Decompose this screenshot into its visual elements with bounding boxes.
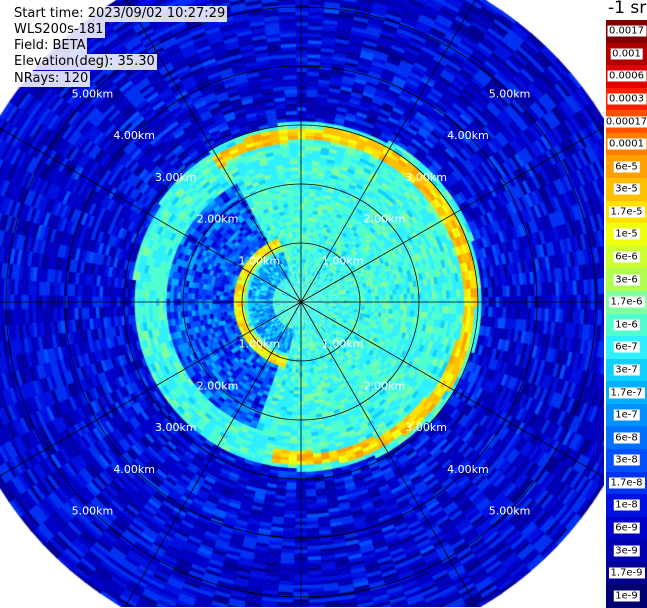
colorbar-tick-label: 0.00017 [603,116,647,128]
range-ring-label: 3.00km [155,421,197,434]
ppi-grid-overlay: 1.00km 1.00km 1.00km 1.00km 2.00km 2.00km 2.00… [0,0,604,607]
range-ring-label: 1.00km [238,338,280,351]
colorbar-tick-label: 3e-7 [613,364,640,376]
azimuth-line [300,301,604,478]
colorbar-tick-label: 3e-6 [613,274,640,286]
elevation-label: Elevation(deg): 35.30 [12,54,157,70]
range-ring-label: 2.00km [364,213,406,226]
colorbar-tick-label: 1.7e-8 [608,477,645,489]
nrays-label: NRays: 120 [12,71,91,87]
azimuth-line [300,301,478,607]
range-ring-label: 5.00km [489,87,531,100]
range-ring-label: 5.00km [72,505,114,518]
range-ring-label: 2.00km [197,379,239,392]
colorbar-tick-label: 0.0006 [607,70,646,82]
range-ring-label: 1.00km [322,254,364,267]
colorbar-tick-label: 6e-9 [613,522,640,534]
colorbar-tick-label: 0.0003 [607,93,646,105]
range-ring-label: 5.00km [72,87,114,100]
azimuth-line [0,301,302,477]
range-ring-label: 5.00km [489,505,531,518]
azimuth-line [0,127,302,303]
colorbar-tick-label: 1e-6 [613,319,640,331]
range-ring-label: 1.00km [238,254,280,267]
range-ring-label: 3.00km [405,421,447,434]
colorbar-tick-label: 0.001 [610,48,643,60]
azimuth-line [124,301,302,607]
colorbar-tick-label: 1.7e-5 [608,206,645,218]
azimuth-line [300,126,604,303]
colorbar-tick-label: 1.7e-7 [608,387,645,399]
colorbar-tick-label: 3e-8 [613,454,640,466]
range-ring-label: 4.00km [447,129,489,142]
colorbar-tick-label: 6e-7 [613,341,640,353]
colorbar-tick-label: 1e-8 [613,499,640,511]
range-ring-label: 4.00km [113,463,155,476]
colorbar-tick-label: 6e-6 [613,251,640,263]
colorbar-tick-label: 0.0001 [607,138,646,150]
colorbar-tick-label: 6e-5 [613,161,640,173]
range-ring-label: 3.00km [155,171,197,184]
colorbar-tick-label: 0.0017 [607,25,646,37]
colorbar-tick-label: 1e-9 [613,590,640,602]
range-ring-label: 4.00km [113,129,155,142]
start-time-label: Start time: 2023/09/02 10:27:29 [12,6,228,22]
colorbar-tick-label: 1e-7 [613,409,640,421]
colorbar-tick-label: 1e-5 [613,228,640,240]
field-label: Field: BETA [12,38,88,54]
colorbar-tick-label: 1.7e-9 [608,567,645,579]
range-ring-label: 2.00km [197,213,239,226]
colorbar-tick-label: 1.7e-6 [608,296,645,308]
colorbar-unit: -1 sr [608,0,647,18]
range-ring-label: 2.00km [364,379,406,392]
colorbar: 0.0017 0.001 0.0006 0.0003 0.00017 0.0001 6e-5… [603,20,647,608]
colorbar-tick-label: 3e-9 [613,545,640,557]
device-label: WLS200s-181 [12,22,106,38]
range-ring-label: 1.00km [322,338,364,351]
range-ring-label: 3.00km [405,171,447,184]
range-ring-label: 4.00km [447,463,489,476]
azimuth-line [300,0,476,303]
colorbar-tick-label: 3e-5 [613,183,640,195]
colorbar-tick-label: 6e-8 [613,432,640,444]
azimuth-line [126,0,302,303]
